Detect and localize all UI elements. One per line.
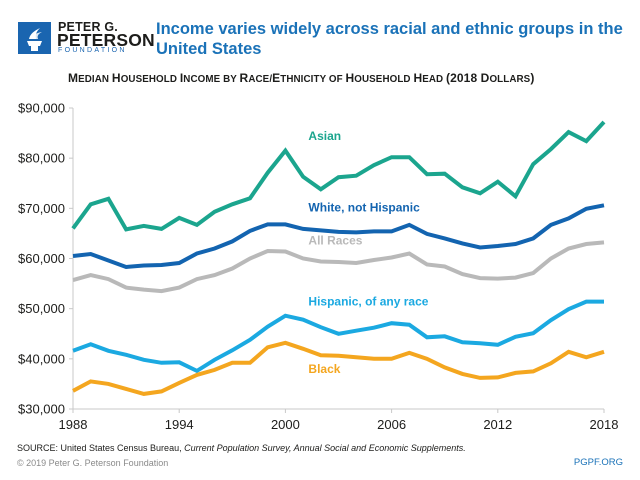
brand-line1: PETER G.: [58, 20, 118, 34]
x-tick-label: 1988: [59, 417, 88, 432]
source-prefix: SOURCE: United States Census Bureau,: [17, 443, 185, 453]
series-label: Asian: [308, 129, 341, 143]
y-tick-label: $30,000: [18, 402, 65, 417]
source-publication: Current Population Survey, Annual Social…: [184, 443, 466, 453]
series-line-hispanic-of-any-race: [72, 299, 604, 374]
series-line-black: [72, 340, 605, 396]
series-label: All Races: [308, 233, 362, 247]
x-tick-label: 2012: [483, 417, 512, 432]
y-tick-label: $50,000: [18, 301, 65, 316]
chart-title: MEDIAN HOUSEHOLD INCOME BY RACE/ETHNICIT…: [68, 71, 534, 85]
headline: Income varies widely across racial and e…: [156, 20, 623, 58]
y-tick-label: $90,000: [18, 101, 65, 116]
chart-title-part: ): [530, 71, 535, 85]
series-label: Black: [308, 362, 340, 376]
chart-title-part: ACE/: [248, 74, 273, 85]
chart-title-part: I: [179, 71, 184, 85]
chart-title-part: (2018 D: [446, 71, 490, 85]
x-tick-label: 2000: [271, 417, 300, 432]
series-label: White, not Hispanic: [308, 200, 420, 214]
site-link[interactable]: PGPF.ORG: [573, 457, 623, 468]
series-line-asian: [71, 120, 606, 232]
chart-title-part: EAD: [422, 74, 447, 85]
chart-title-part: OLLARS: [489, 74, 531, 85]
series-line-all-races: [72, 240, 605, 294]
y-tick-label: $40,000: [18, 351, 65, 366]
chart-title-part: OUSEHOLD: [354, 74, 414, 85]
chart-title-part: H: [345, 71, 355, 85]
chart-title-part: NCOME BY: [183, 74, 240, 85]
brand-logo: PETER G. PETERSON FOUNDATION: [18, 20, 156, 54]
y-tick-label: $80,000: [18, 151, 65, 166]
torch-icon: [18, 22, 51, 54]
y-tick-label: $60,000: [18, 251, 65, 266]
copyright: © 2019 Peter G. Peterson Foundation: [17, 458, 169, 468]
brand-line3: FOUNDATION: [58, 47, 127, 54]
chart-title-part: H: [111, 71, 121, 85]
x-tick-label: 2018: [590, 417, 619, 432]
brand-line2: PETERSON: [57, 30, 155, 50]
x-tick-label: 2006: [377, 417, 406, 432]
chart-title-part: OUSEHOLD: [120, 74, 180, 85]
chart-title-part: THNICITY OF: [280, 74, 346, 85]
chart-title-part: E: [272, 71, 281, 85]
x-tick-label: 1994: [165, 417, 194, 432]
chart-title-part: R: [239, 71, 249, 85]
chart-title-part: M: [68, 71, 79, 85]
chart-title-part: EDIAN: [78, 74, 112, 85]
y-tick-label: $70,000: [18, 201, 65, 216]
series-line-white-not-hispanic: [72, 203, 605, 270]
chart-title-part: H: [413, 71, 423, 85]
series-label: Hispanic, of any race: [308, 295, 428, 309]
source-note: SOURCE: United States Census Bureau, Cur…: [17, 443, 466, 453]
